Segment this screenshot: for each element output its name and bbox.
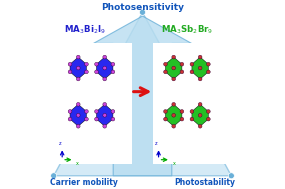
Circle shape	[85, 62, 88, 66]
Polygon shape	[166, 57, 182, 79]
Circle shape	[95, 70, 98, 74]
Circle shape	[76, 55, 80, 59]
Circle shape	[198, 102, 202, 106]
Circle shape	[76, 113, 80, 117]
Polygon shape	[192, 104, 208, 126]
Circle shape	[111, 70, 115, 74]
Circle shape	[68, 62, 72, 66]
Circle shape	[103, 102, 107, 106]
Circle shape	[164, 117, 167, 121]
Circle shape	[95, 117, 98, 121]
Circle shape	[190, 117, 194, 121]
Text: Photosensitivity: Photosensitivity	[101, 3, 184, 12]
FancyBboxPatch shape	[56, 43, 132, 164]
Circle shape	[228, 173, 234, 179]
Polygon shape	[54, 12, 231, 176]
Circle shape	[190, 110, 194, 113]
Circle shape	[85, 117, 88, 121]
Polygon shape	[192, 57, 208, 79]
Circle shape	[85, 70, 88, 74]
Circle shape	[95, 62, 98, 66]
Circle shape	[207, 62, 210, 66]
Circle shape	[103, 66, 107, 70]
Circle shape	[180, 117, 184, 121]
Circle shape	[85, 110, 88, 113]
Text: z: z	[155, 142, 158, 146]
Circle shape	[198, 55, 202, 59]
Circle shape	[68, 110, 72, 113]
Polygon shape	[97, 57, 113, 79]
Text: x: x	[172, 161, 175, 166]
Circle shape	[111, 110, 115, 113]
Text: z: z	[59, 142, 61, 146]
Circle shape	[172, 124, 176, 128]
Circle shape	[76, 124, 80, 128]
Circle shape	[180, 62, 184, 66]
Text: MA$_3$Sb$_2$Br$_9$: MA$_3$Sb$_2$Br$_9$	[161, 23, 213, 36]
Circle shape	[103, 113, 107, 117]
Circle shape	[139, 9, 146, 15]
Circle shape	[111, 117, 115, 121]
Polygon shape	[166, 104, 182, 126]
Text: MA$_3$Bi$_2$I$_9$: MA$_3$Bi$_2$I$_9$	[64, 23, 106, 36]
Circle shape	[198, 124, 202, 128]
Polygon shape	[70, 104, 86, 126]
Circle shape	[190, 70, 194, 74]
Circle shape	[180, 70, 184, 74]
Circle shape	[190, 62, 194, 66]
Circle shape	[164, 70, 167, 74]
Circle shape	[207, 117, 210, 121]
Circle shape	[103, 124, 107, 128]
Circle shape	[172, 77, 176, 81]
Circle shape	[172, 102, 176, 106]
Circle shape	[68, 70, 72, 74]
Circle shape	[198, 113, 202, 117]
Circle shape	[207, 110, 210, 113]
Circle shape	[172, 55, 176, 59]
Circle shape	[76, 102, 80, 106]
Polygon shape	[97, 104, 113, 126]
Circle shape	[164, 110, 167, 113]
FancyBboxPatch shape	[153, 43, 229, 164]
Circle shape	[172, 113, 176, 117]
Circle shape	[51, 173, 57, 179]
Text: Photostability: Photostability	[174, 178, 235, 187]
Circle shape	[76, 66, 80, 70]
Circle shape	[172, 66, 176, 70]
Circle shape	[111, 62, 115, 66]
Circle shape	[207, 70, 210, 74]
Circle shape	[103, 55, 107, 59]
Text: Carrier mobility: Carrier mobility	[50, 178, 118, 187]
Text: x: x	[76, 161, 79, 166]
Circle shape	[198, 66, 202, 70]
Circle shape	[76, 77, 80, 81]
Circle shape	[198, 77, 202, 81]
Circle shape	[164, 62, 167, 66]
Circle shape	[95, 110, 98, 113]
Polygon shape	[70, 57, 86, 79]
Circle shape	[68, 117, 72, 121]
Circle shape	[103, 77, 107, 81]
Circle shape	[180, 110, 184, 113]
Polygon shape	[93, 16, 192, 176]
